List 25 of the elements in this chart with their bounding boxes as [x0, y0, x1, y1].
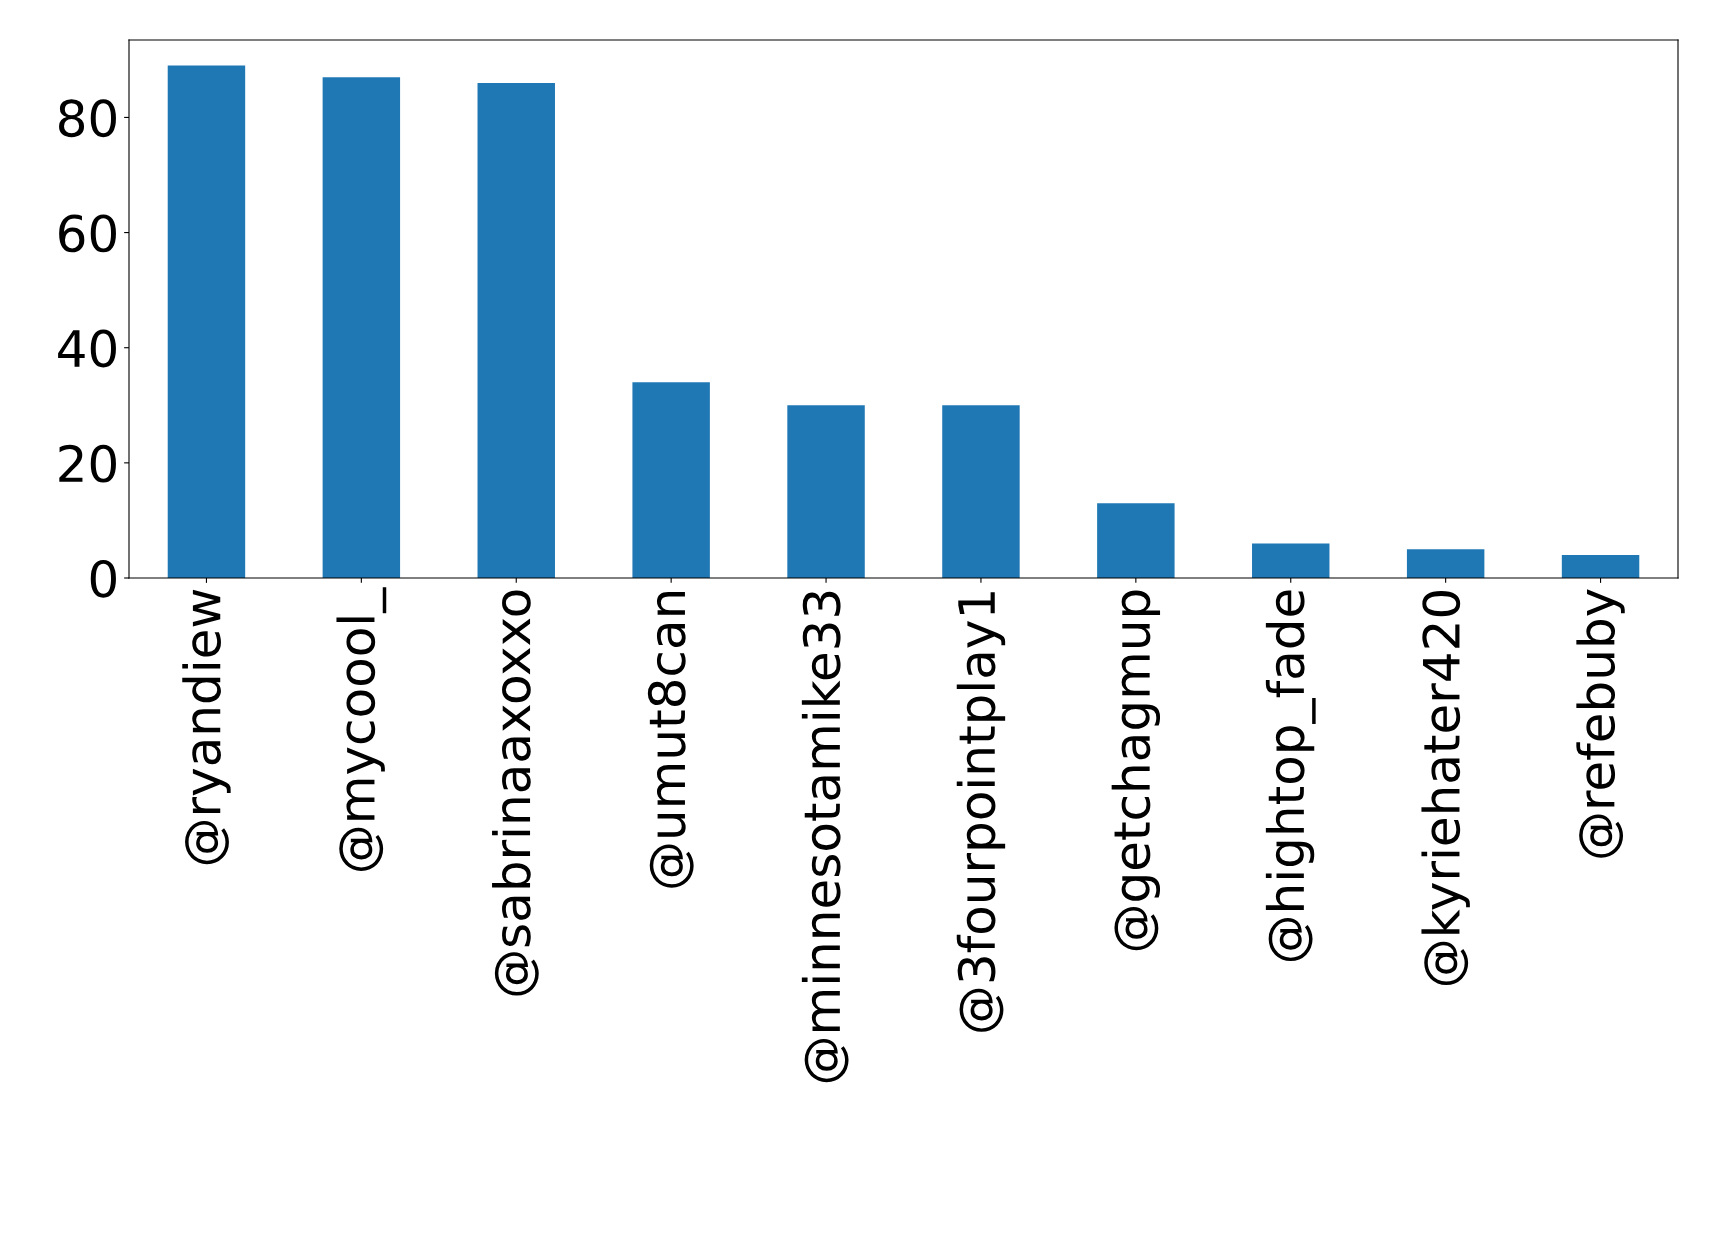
- bar: [632, 382, 710, 578]
- x-tick-label: @ryandiew: [182, 589, 231, 865]
- y-tick-label: 20: [59, 444, 116, 483]
- bar: [477, 82, 555, 578]
- y-tick-label: 80: [59, 99, 116, 138]
- x-tick-label: @kyriehater420: [1421, 591, 1470, 986]
- bar: [787, 405, 865, 578]
- y-tick-label: 60: [59, 214, 116, 253]
- bar: [1097, 503, 1175, 578]
- x-tick-label: @minnesotamike33: [801, 591, 849, 1083]
- x-tick-label: @sabrinaaxoxxo: [492, 590, 539, 996]
- y-tick-label: 0: [90, 559, 116, 598]
- y-tick-label: 40: [58, 329, 116, 368]
- bar: [1406, 549, 1485, 578]
- x-tick-label: @refebuby: [1576, 589, 1625, 858]
- x-tick-label: @hightop_fade: [1265, 590, 1316, 962]
- bar: [322, 77, 401, 578]
- x-tick-label: @getchagmup: [1111, 590, 1161, 951]
- x-tick-label: @3fourpointplay1: [956, 592, 1006, 1032]
- bar: [1252, 543, 1330, 578]
- bar: [1561, 554, 1640, 578]
- bar: [167, 65, 246, 578]
- x-tick-label: @mycoool_: [336, 587, 387, 871]
- x-tick-label: @umut8can: [647, 591, 694, 888]
- bar: [942, 405, 1020, 578]
